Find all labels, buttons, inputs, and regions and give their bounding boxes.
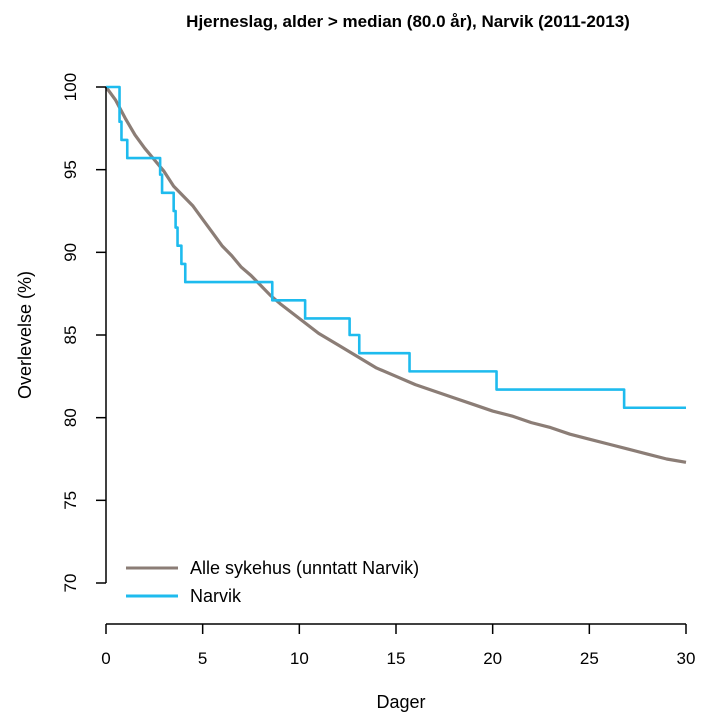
y-tick-label: 75: [61, 491, 80, 510]
y-axis: 70 75 80 85 90 95 100: [61, 73, 107, 593]
x-tick-label: 25: [580, 649, 599, 668]
y-tick-label: 95: [61, 160, 80, 179]
chart-title: Hjerneslag, alder > median (80.0 år), Na…: [186, 12, 630, 31]
x-tick-label: 5: [198, 649, 207, 668]
y-axis-label: Overlevelse (%): [15, 271, 35, 399]
legend: Alle sykehus (unntatt Narvik) Narvik: [126, 558, 419, 606]
series-line-1: [106, 85, 686, 410]
x-tick-label: 0: [101, 649, 110, 668]
y-tick-label: 70: [61, 574, 80, 593]
legend-label-1: Narvik: [190, 586, 242, 606]
x-tick-label: 30: [677, 649, 696, 668]
x-tick-label: 20: [483, 649, 502, 668]
x-tick-label: 15: [387, 649, 406, 668]
y-tick-label: 85: [61, 326, 80, 345]
series-line-0: [104, 86, 687, 464]
x-axis-label: Dager: [376, 692, 425, 712]
y-tick-label: 100: [61, 73, 80, 101]
y-tick-label: 90: [61, 243, 80, 262]
x-axis: 0 5 10 15 20 25 30: [101, 623, 696, 668]
y-tick-label: 80: [61, 408, 80, 427]
x-tick-label: 10: [290, 649, 309, 668]
plot-area: [104, 85, 687, 464]
series-layer: [104, 85, 687, 464]
legend-label-0: Alle sykehus (unntatt Narvik): [190, 558, 419, 578]
